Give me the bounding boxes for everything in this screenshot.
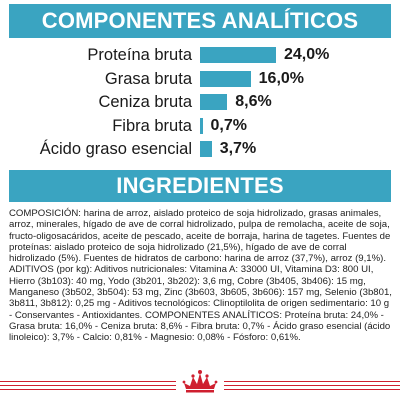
bar-fill (200, 47, 276, 63)
bar-label: Proteína bruta (87, 46, 192, 64)
bar-value: 16,0% (258, 69, 305, 87)
bar-label: Ceniza bruta (98, 93, 192, 111)
ingredients-heading-text: INGREDIENTES (116, 173, 284, 198)
ingredients-text: COMPOSICIÓN: harina de arroz, aislado pr… (9, 208, 392, 344)
bar-fill (200, 117, 203, 134)
bar-row: Grasa bruta 16,0% (0, 68, 400, 90)
bar-value: 0,7% (210, 116, 247, 134)
bar-row: Fibra bruta 0,7% (0, 115, 400, 137)
bar-label: Grasa bruta (104, 69, 192, 88)
bar-fill (200, 70, 251, 87)
bar-row: Proteína bruta 24,0% (0, 44, 400, 66)
ingredients-heading: INGREDIENTES (9, 170, 391, 202)
bar-label: Ácido graso esencial (39, 140, 192, 158)
bar-label: Fibra bruta (112, 116, 192, 135)
bar-value: 8,6% (235, 93, 272, 110)
bar-row: Ácido graso esencial 3,7% (0, 138, 400, 160)
bar-row: Ceniza bruta 8,6% (0, 91, 400, 113)
analytic-heading: COMPONENTES ANALÍTICOS (9, 4, 391, 38)
analytic-heading-text: COMPONENTES ANALÍTICOS (41, 8, 359, 33)
analytic-bar-chart: Proteína bruta 24,0% Grasa bruta 16,0% Ceniz… (0, 44, 400, 164)
royal-canin-crown-icon (176, 367, 224, 395)
bar-fill (200, 141, 212, 157)
bar-value: 24,0% (284, 46, 330, 63)
bar-value: 3,7% (219, 140, 257, 157)
bar-fill (200, 94, 228, 110)
